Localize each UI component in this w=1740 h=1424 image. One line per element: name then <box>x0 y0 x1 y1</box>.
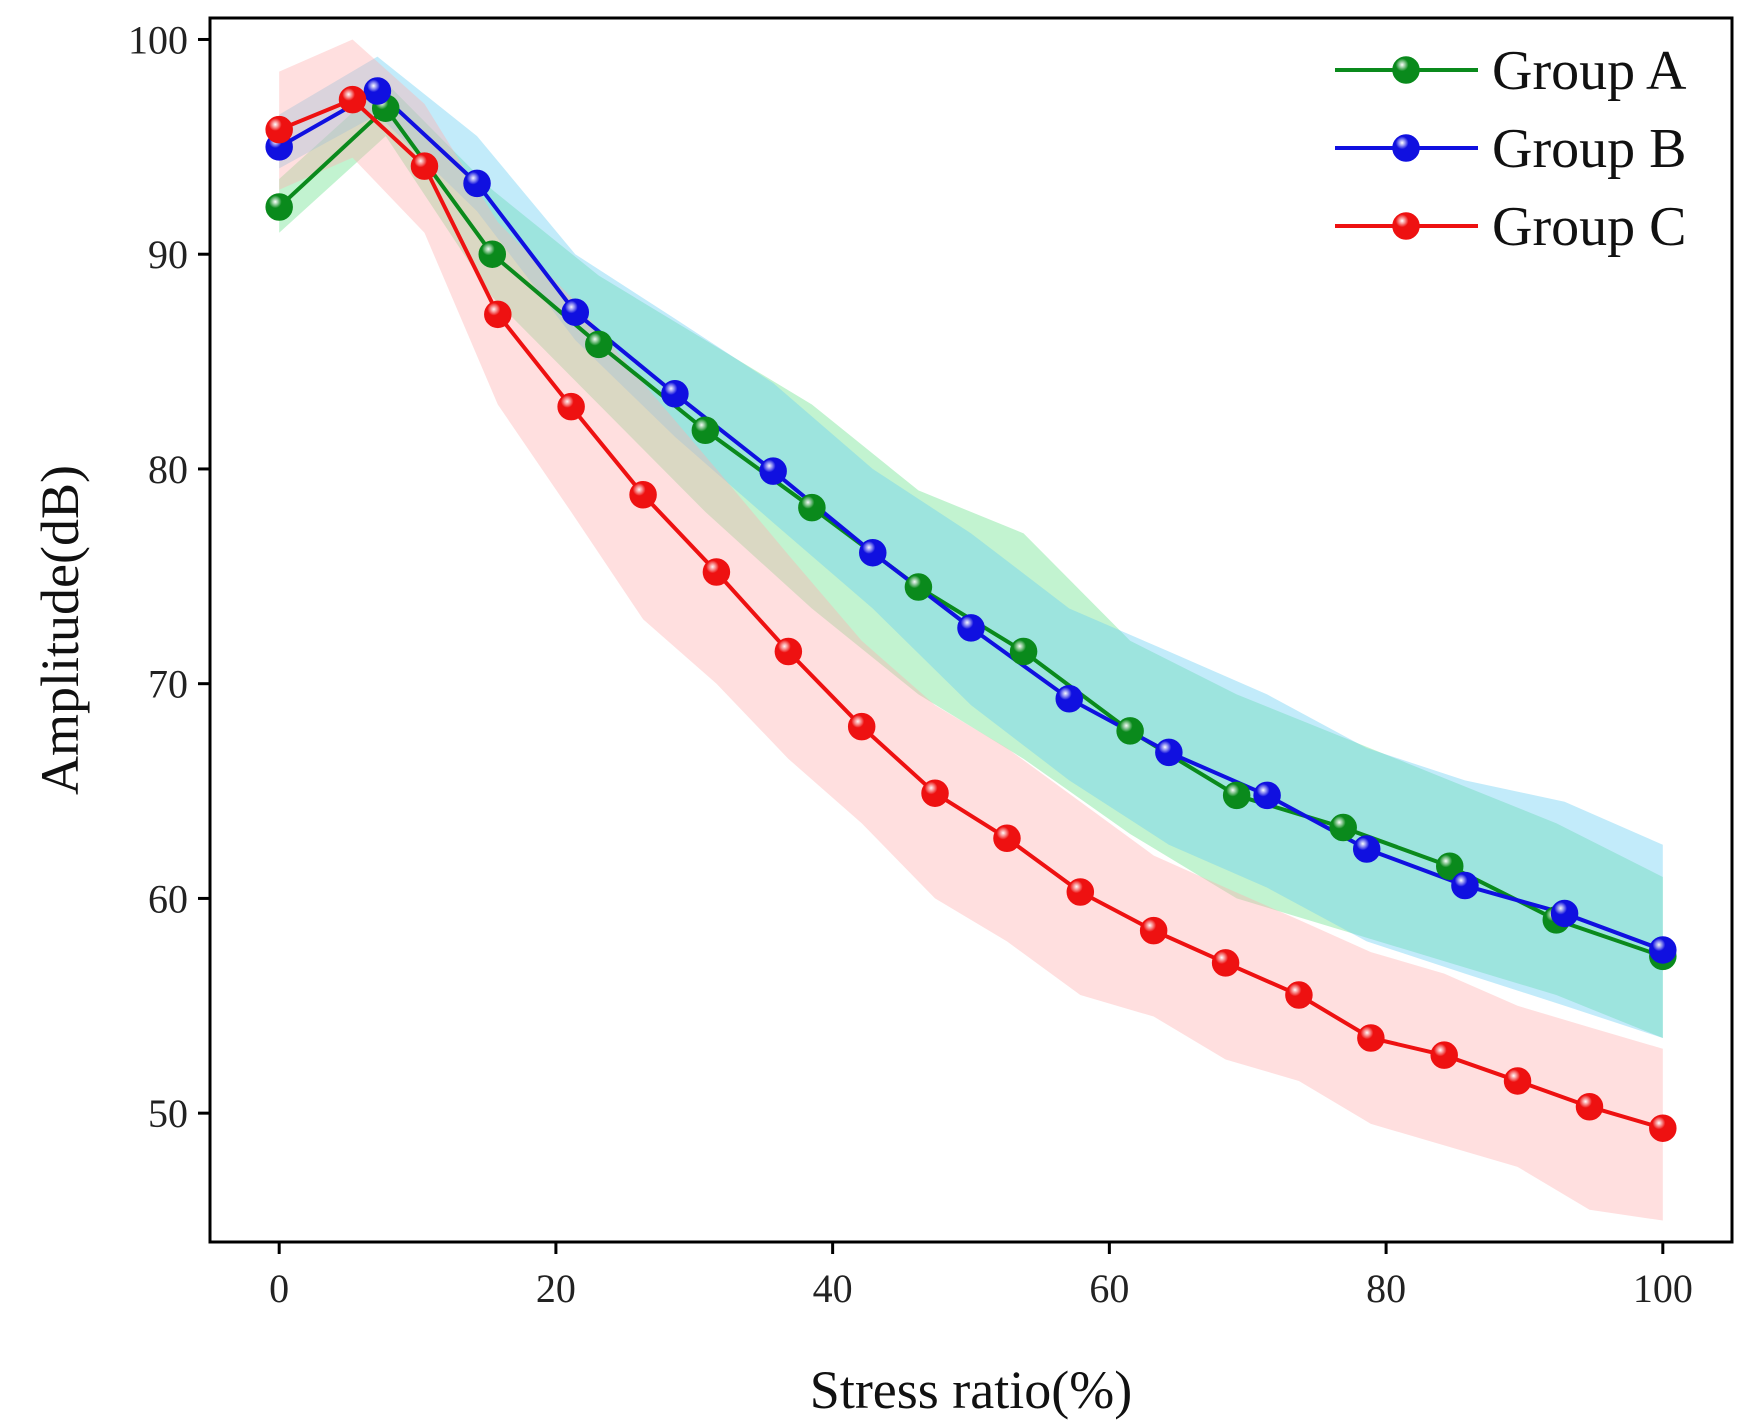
x-axis-title: Stress ratio(%) <box>810 1360 1132 1420</box>
series-points <box>265 77 1677 1142</box>
y-axis-ticks: 50 60 70 80 90 100 <box>128 17 210 1136</box>
point-group-c-6 <box>702 558 731 586</box>
point-group-b-10 <box>1253 781 1281 810</box>
x-tick-label: 80 <box>1366 1266 1406 1311</box>
point-group-a-11 <box>1435 852 1464 880</box>
y-tick-label: 80 <box>148 447 188 492</box>
point-group-a-7 <box>1009 637 1038 666</box>
point-group-c-4 <box>557 392 585 421</box>
point-group-c-0 <box>265 115 293 144</box>
point-group-c-2 <box>410 152 439 180</box>
plot-frame <box>208 16 1734 1244</box>
point-group-c-7 <box>774 637 803 666</box>
point-group-c-16 <box>1430 1041 1458 1069</box>
y-tick-label: 60 <box>148 876 188 921</box>
point-group-a-10 <box>1329 813 1357 842</box>
y-tick-label: 70 <box>148 662 188 707</box>
point-group-a-2 <box>478 240 507 268</box>
point-group-c-18 <box>1575 1092 1604 1121</box>
legend-label-group-a: Group A <box>1492 40 1687 102</box>
point-group-b-9 <box>1155 738 1183 767</box>
x-axis-ticks: 0 20 40 60 80 100 <box>269 1242 1693 1311</box>
point-group-c-15 <box>1357 1024 1385 1052</box>
y-tick-label: 90 <box>148 232 188 277</box>
point-group-c-17 <box>1503 1067 1532 1095</box>
point-group-b-5 <box>759 457 787 485</box>
point-group-b-7 <box>957 614 985 642</box>
band-group-b <box>279 56 1663 1038</box>
legend-label-group-b: Group B <box>1492 118 1686 180</box>
y-tick-label: 100 <box>128 17 188 62</box>
band-group-a <box>279 82 1663 1039</box>
point-group-b-3 <box>561 298 590 326</box>
point-group-b-2 <box>463 169 491 198</box>
x-tick-label: 0 <box>269 1266 289 1311</box>
point-group-c-3 <box>484 300 512 329</box>
point-group-c-19 <box>1649 1114 1677 1142</box>
point-group-c-5 <box>629 480 657 509</box>
y-tick-label: 50 <box>148 1091 188 1136</box>
point-group-a-9 <box>1222 781 1251 810</box>
point-group-b-1 <box>363 77 392 105</box>
point-group-c-10 <box>993 824 1021 853</box>
point-group-b-6 <box>859 538 887 567</box>
x-tick-label: 100 <box>1633 1266 1693 1311</box>
point-group-c-13 <box>1211 949 1240 977</box>
point-group-c-8 <box>847 712 876 741</box>
legend-marker-group-c <box>1392 212 1420 240</box>
point-group-c-1 <box>338 85 367 114</box>
x-tick-label: 60 <box>1089 1266 1129 1311</box>
legend-label-group-c: Group C <box>1492 196 1686 258</box>
legend: Group A Group B Group C <box>1335 40 1687 258</box>
point-group-b-13 <box>1550 899 1579 928</box>
point-group-c-11 <box>1066 878 1095 906</box>
x-tick-label: 20 <box>536 1266 576 1311</box>
point-group-b-4 <box>661 380 689 408</box>
point-group-c-14 <box>1285 981 1313 1009</box>
point-group-a-5 <box>798 493 826 522</box>
point-group-b-14 <box>1649 936 1677 964</box>
point-group-a-4 <box>691 416 720 445</box>
point-group-b-11 <box>1352 835 1381 863</box>
legend-marker-group-a <box>1392 56 1420 84</box>
point-group-c-12 <box>1139 916 1168 945</box>
point-group-b-8 <box>1055 684 1083 713</box>
point-group-a-8 <box>1116 717 1144 745</box>
legend-marker-group-b <box>1392 134 1420 162</box>
y-axis-title: Amplitude(dB) <box>30 465 90 795</box>
x-tick-label: 40 <box>813 1266 853 1311</box>
point-group-b-12 <box>1451 871 1479 900</box>
point-group-a-6 <box>904 573 933 601</box>
point-group-c-9 <box>921 779 949 807</box>
point-group-a-0 <box>265 193 293 221</box>
point-group-a-3 <box>585 330 613 359</box>
